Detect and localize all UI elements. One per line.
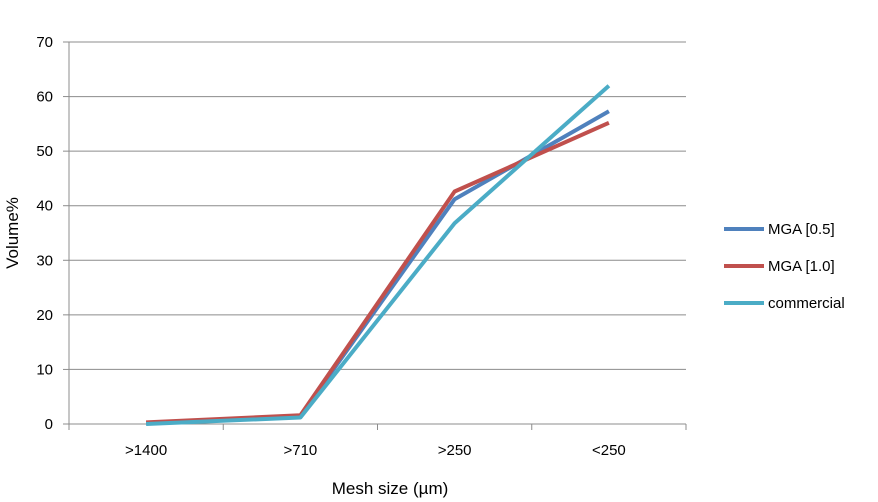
y-tick-label: 0 [45, 416, 53, 433]
x-axis-ticks: >1400 >710 >250 <250 [125, 442, 626, 459]
y-axis-title: Volume% [3, 197, 22, 269]
x-tick-label: >710 [283, 442, 317, 459]
x-tick-label: <250 [592, 442, 626, 459]
legend-label: commercial [768, 295, 845, 312]
gridlines [69, 41, 686, 370]
legend: MGA [0.5] MGA [1.0] commercial [724, 221, 845, 312]
y-tick-label: 20 [36, 307, 53, 324]
x-tick-label: >1400 [125, 442, 167, 459]
series-lines [146, 84, 611, 426]
y-tick-label: 10 [36, 361, 53, 378]
y-tick-label: 30 [36, 252, 53, 269]
x-axis-title: Mesh size (µm) [332, 479, 449, 498]
series-line-mga-1-0 [146, 120, 610, 425]
x-tick-label: >250 [438, 442, 472, 459]
y-axis-ticks: 0 10 20 30 40 50 60 70 [36, 34, 69, 433]
series-line-commercial [146, 84, 611, 426]
legend-label: MGA [1.0] [768, 258, 835, 275]
y-tick-label: 40 [36, 198, 53, 215]
legend-label: MGA [0.5] [768, 221, 835, 238]
series-line-mga-0-5 [146, 109, 610, 425]
y-tick-label: 50 [36, 143, 53, 160]
y-tick-label: 70 [36, 34, 53, 51]
y-tick-label: 60 [36, 89, 53, 106]
